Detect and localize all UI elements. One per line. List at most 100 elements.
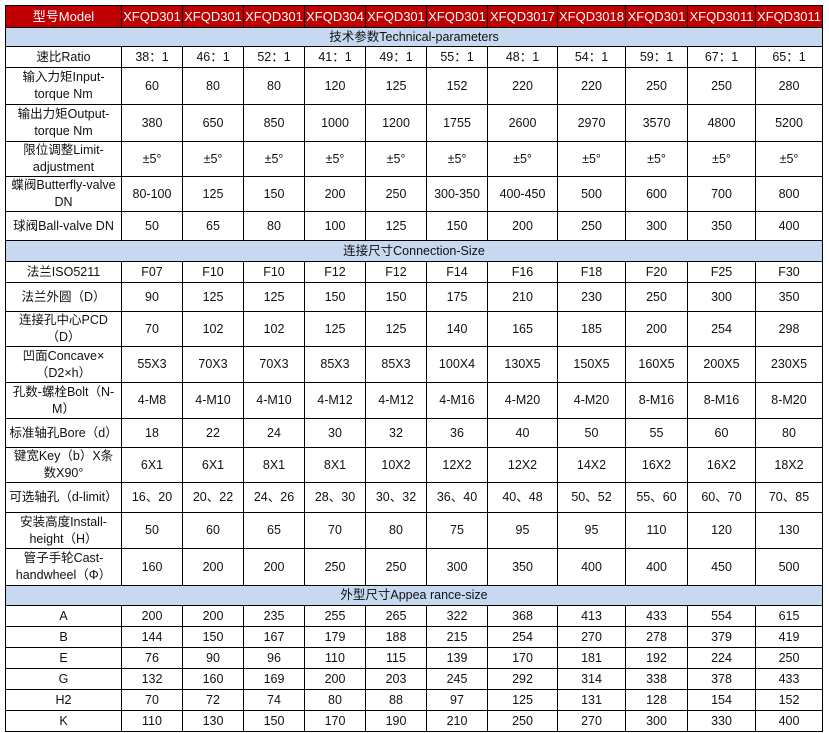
value-cell: 220 — [487, 67, 558, 105]
value-cell: 150 — [243, 710, 305, 732]
value-cell: 300 — [625, 710, 688, 732]
value-cell: 50、52 — [557, 482, 626, 513]
value-cell: 433 — [625, 605, 688, 627]
value-cell: 120 — [304, 67, 366, 105]
value-cell: 100 — [304, 211, 366, 241]
value-cell: ±5° — [243, 141, 305, 177]
value-cell: 36 — [426, 418, 488, 448]
value-cell: 95 — [557, 512, 626, 549]
value-cell: 55、60 — [625, 482, 688, 513]
value-cell: 130 — [755, 512, 823, 549]
row-label: 速比Ratio — [5, 46, 122, 68]
value-cell: 80 — [243, 67, 305, 105]
value-cell: 6X1 — [121, 447, 183, 483]
row-label: 安装高度Install-height（H） — [5, 512, 122, 549]
table-row: E 76 90 96 110 115 139 170 181 192 224 250 — [5, 647, 823, 669]
table-row: 球阀Ball-valve DN 50 65 80 100 125 150 200 250 300 3… — [5, 211, 823, 241]
section-title: 外型尺寸Appea rance-size — [5, 585, 823, 606]
value-cell: 24、26 — [243, 482, 305, 513]
value-cell: 48：1 — [487, 46, 558, 68]
value-cell: 4-M20 — [557, 382, 626, 419]
value-cell: F30 — [755, 261, 823, 283]
value-cell: 190 — [365, 710, 427, 732]
value-cell: 60 — [121, 67, 183, 105]
value-cell: 230X5 — [755, 346, 823, 383]
value-cell: 54：1 — [557, 46, 626, 68]
value-cell: 170 — [304, 710, 366, 732]
header-model-label: 型号Model — [5, 5, 122, 28]
value-cell: 70 — [304, 512, 366, 549]
value-cell: 85X3 — [304, 346, 366, 383]
value-cell: 125 — [182, 176, 244, 212]
value-cell: F20 — [625, 261, 688, 283]
value-cell: 200 — [304, 668, 366, 690]
value-cell: 12X2 — [487, 447, 558, 483]
value-cell: 60、70 — [687, 482, 756, 513]
value-cell: 125 — [365, 67, 427, 105]
value-cell: 175 — [426, 282, 488, 312]
value-cell: 55：1 — [426, 46, 488, 68]
value-cell: 38：1 — [121, 46, 183, 68]
value-cell: 4-M10 — [182, 382, 244, 419]
table-row: 标准轴孔Bore（d） 18 22 24 30 32 36 40 50 55 60 80 — [5, 418, 823, 448]
table-row: 蝶阀Butterfly-valve DN 80-100 125 150 200 250 30… — [5, 176, 823, 212]
value-cell: 254 — [687, 311, 756, 347]
value-cell: 210 — [487, 282, 558, 312]
value-cell: 10X2 — [365, 447, 427, 483]
table-row: H2 70 72 74 80 88 97 125 131 128 154 152 — [5, 689, 823, 711]
value-cell: 200 — [487, 211, 558, 241]
value-cell: 250 — [365, 548, 427, 586]
row-label: 球阀Ball-valve DN — [5, 211, 122, 241]
value-cell: 150 — [182, 626, 244, 648]
value-cell: 400 — [755, 710, 823, 732]
value-cell: 65 — [182, 211, 244, 241]
value-cell: 152 — [426, 67, 488, 105]
value-cell: 203 — [365, 668, 427, 690]
value-cell: 80 — [182, 67, 244, 105]
table-row: 输出力矩Output-torque Nm 380 650 850 1000 1200 175… — [5, 104, 823, 142]
value-cell: 250 — [304, 548, 366, 586]
value-cell: F10 — [182, 261, 244, 283]
value-cell: 192 — [625, 647, 688, 669]
table-row: 管子手轮Cast-handwheel（Φ） 160 200 200 250 250 300 3… — [5, 548, 823, 586]
row-label: E — [5, 647, 122, 669]
value-cell: 128 — [625, 689, 688, 711]
value-cell: 90 — [182, 647, 244, 669]
value-cell: 95 — [487, 512, 558, 549]
value-cell: 433 — [755, 668, 823, 690]
table-row: 可选轴孔（d-limit） 16、20 20、22 24、26 28、30 30、32 36… — [5, 482, 823, 513]
value-cell: 8X1 — [304, 447, 366, 483]
value-cell: 200X5 — [687, 346, 756, 383]
value-cell: 40、48 — [487, 482, 558, 513]
value-cell: 419 — [755, 626, 823, 648]
value-cell: 200 — [243, 548, 305, 586]
value-cell: 254 — [487, 626, 558, 648]
value-cell: F12 — [365, 261, 427, 283]
value-cell: 160 — [121, 548, 183, 586]
row-label: 限位调整Limit-adjustment — [5, 141, 122, 177]
value-cell: 250 — [755, 647, 823, 669]
value-cell: 300 — [625, 211, 688, 241]
value-cell: 379 — [687, 626, 756, 648]
value-cell: 300 — [426, 548, 488, 586]
value-cell: 200 — [304, 176, 366, 212]
value-cell: 338 — [625, 668, 688, 690]
value-cell: 500 — [557, 176, 626, 212]
value-cell: 167 — [243, 626, 305, 648]
value-cell: 80 — [304, 689, 366, 711]
value-cell: 110 — [304, 647, 366, 669]
table-row: 速比Ratio 38：1 46：1 52：1 41：1 49：1 55：1 48：1 54：1 5… — [5, 46, 823, 68]
value-cell: 169 — [243, 668, 305, 690]
value-cell: 154 — [687, 689, 756, 711]
value-cell: 16X2 — [687, 447, 756, 483]
value-cell: 18 — [121, 418, 183, 448]
value-cell: 350 — [487, 548, 558, 586]
value-cell: 55X3 — [121, 346, 183, 383]
value-cell: 80 — [365, 512, 427, 549]
value-cell: ±5° — [304, 141, 366, 177]
value-cell: 4800 — [687, 104, 756, 142]
value-cell: 125 — [304, 311, 366, 347]
value-cell: 413 — [557, 605, 626, 627]
value-cell: 30、32 — [365, 482, 427, 513]
table-row: 凹面Concave×（D2×h） 55X3 70X3 70X3 85X3 85X3 100X… — [5, 346, 823, 383]
